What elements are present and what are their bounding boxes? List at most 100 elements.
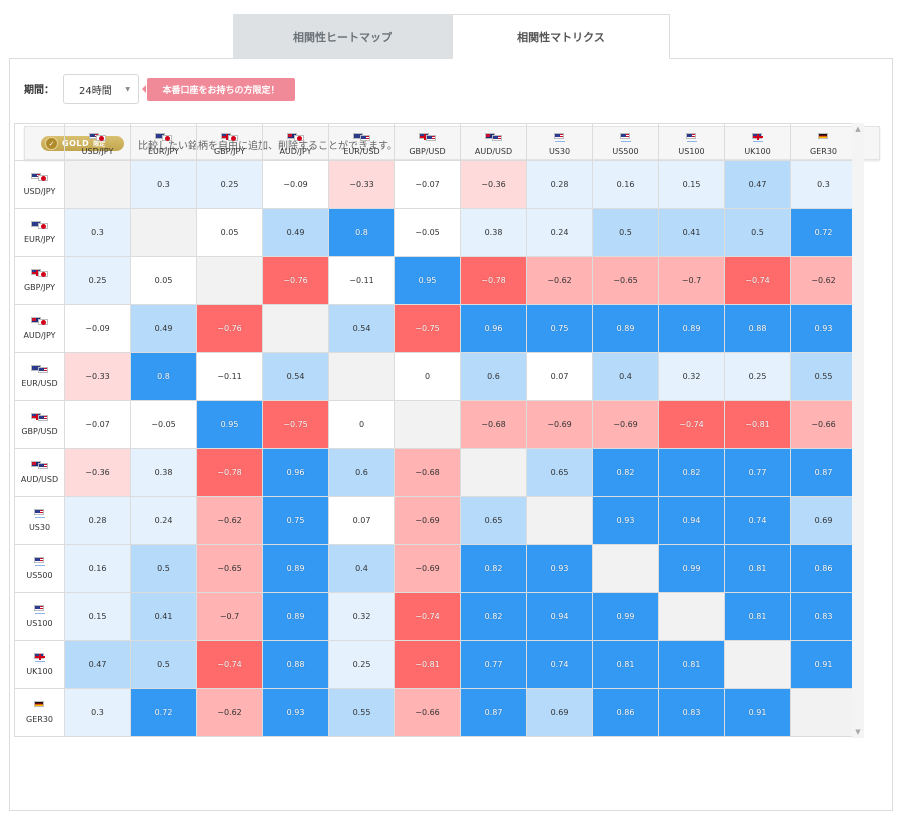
flag-icon <box>550 132 570 142</box>
correlation-cell: 0.07 <box>526 352 593 401</box>
column-header-label: US500 <box>612 146 639 156</box>
column-header-label: US100 <box>678 146 705 156</box>
row-header[interactable]: EUR/USD <box>14 352 65 401</box>
column-header[interactable]: AUD/JPY <box>262 123 329 161</box>
correlation-cell: −0.33 <box>328 160 395 209</box>
tab-matrix[interactable]: 相関性マトリクス <box>452 14 670 59</box>
correlation-cell: −0.68 <box>394 448 461 497</box>
row-header-label: UK100 <box>26 667 53 676</box>
row-header-label: GBP/USD <box>21 427 58 436</box>
column-header[interactable]: US30 <box>526 123 593 161</box>
flag-icon <box>30 605 50 614</box>
correlation-cell: 0.16 <box>592 160 659 209</box>
correlation-cell: −0.07 <box>64 400 131 449</box>
column-header[interactable]: GER30 <box>790 123 857 161</box>
correlation-cell: 0 <box>394 352 461 401</box>
correlation-cell: −0.78 <box>460 256 527 305</box>
correlation-cell: 0.3 <box>790 160 857 209</box>
row-header[interactable]: GER30 <box>14 688 65 737</box>
diagonal-cell <box>658 592 725 641</box>
column-header-label: EUR/JPY <box>147 146 180 156</box>
row-header[interactable]: US100 <box>14 592 65 641</box>
tab-heatmap[interactable]: 相関性ヒートマップ <box>233 14 452 59</box>
correlation-cell: 0.69 <box>790 496 857 545</box>
diagonal-cell <box>460 448 527 497</box>
diagonal-cell <box>196 256 263 305</box>
correlation-cell: 0.25 <box>328 640 395 689</box>
scroll-down-icon[interactable]: ▼ <box>855 728 861 736</box>
correlation-cell: −0.69 <box>394 496 461 545</box>
row-header[interactable]: EUR/JPY <box>14 208 65 257</box>
correlation-cell: 0.94 <box>658 496 725 545</box>
correlation-cell: 0.5 <box>592 208 659 257</box>
correlation-cell: 0.88 <box>724 304 791 353</box>
column-header[interactable]: AUD/USD <box>460 123 527 161</box>
correlation-cell: −0.78 <box>196 448 263 497</box>
correlation-cell: −0.65 <box>592 256 659 305</box>
column-header[interactable]: US500 <box>592 123 659 161</box>
flag-icon <box>30 653 50 662</box>
correlation-cell: 0.25 <box>724 352 791 401</box>
row-header-label: USD/JPY <box>23 187 56 196</box>
correlation-cell: 0.5 <box>724 208 791 257</box>
vertical-scrollbar[interactable]: ▲ ▼ <box>852 123 864 738</box>
table-row: UK100 0.47 0.5 −0.74 0.88 0.25 −0.81 0.77 0.74 0.… <box>14 640 857 689</box>
row-header[interactable]: US30 <box>14 496 65 545</box>
row-header[interactable]: USD/JPY <box>14 160 65 209</box>
scroll-up-icon[interactable]: ▲ <box>855 125 861 133</box>
column-header-label: AUD/JPY <box>279 146 312 156</box>
correlation-cell: 0.3 <box>64 208 131 257</box>
column-header-label: UK100 <box>744 146 771 156</box>
correlation-cell: 0.07 <box>328 496 395 545</box>
column-header[interactable]: EUR/JPY <box>130 123 197 161</box>
correlation-cell: −0.62 <box>526 256 593 305</box>
correlation-cell: 0.5 <box>130 544 197 593</box>
period-select[interactable]: 24時間 ▼ <box>63 74 139 104</box>
table-row: US30 0.28 0.24 −0.62 0.75 0.07 −0.69 0.65 0.93 0.… <box>14 496 857 545</box>
row-header[interactable]: US500 <box>14 544 65 593</box>
correlation-cell: −0.33 <box>64 352 131 401</box>
correlation-cell: −0.62 <box>790 256 857 305</box>
row-header[interactable]: GBP/JPY <box>14 256 65 305</box>
correlation-cell: 0.32 <box>658 352 725 401</box>
correlation-cell: 0.96 <box>262 448 329 497</box>
column-header-label: EUR/USD <box>343 146 380 156</box>
table-row: US100 0.15 0.41 −0.7 0.89 0.32 −0.74 0.82 0.94 0.… <box>14 592 857 641</box>
table-row: EUR/JPY 0.3 0.05 0.49 0.8 −0.05 0.38 0.24 0.5 0.4… <box>14 208 857 257</box>
correlation-cell: 0.87 <box>460 688 527 737</box>
correlation-cell: 0.5 <box>130 640 197 689</box>
diagonal-cell <box>592 544 659 593</box>
flag-icon <box>30 461 50 470</box>
correlation-cell: −0.05 <box>130 400 197 449</box>
row-header[interactable]: AUD/JPY <box>14 304 65 353</box>
column-header[interactable]: GBP/JPY <box>196 123 263 161</box>
column-header[interactable]: EUR/USD <box>328 123 395 161</box>
correlation-cell: 0.93 <box>592 496 659 545</box>
correlation-cell: 0.83 <box>658 688 725 737</box>
correlation-cell: −0.76 <box>262 256 329 305</box>
column-header[interactable]: USD/JPY <box>64 123 131 161</box>
row-header[interactable]: GBP/USD <box>14 400 65 449</box>
column-header[interactable]: US100 <box>658 123 725 161</box>
column-header-label: AUD/USD <box>474 146 513 156</box>
correlation-cell: 0.55 <box>790 352 857 401</box>
correlation-cell: 0.28 <box>64 496 131 545</box>
diagonal-cell <box>328 352 395 401</box>
correlation-cell: 0.4 <box>592 352 659 401</box>
row-header[interactable]: AUD/USD <box>14 448 65 497</box>
column-header[interactable]: UK100 <box>724 123 791 161</box>
chevron-down-icon: ▼ <box>125 86 130 93</box>
correlation-cell: 0.82 <box>460 592 527 641</box>
correlation-cell: −0.62 <box>196 688 263 737</box>
flag-icon <box>88 132 108 142</box>
row-header[interactable]: UK100 <box>14 640 65 689</box>
correlation-cell: −0.66 <box>790 400 857 449</box>
flag-icon <box>748 132 768 142</box>
row-header-label: GER30 <box>26 715 53 724</box>
flag-icon <box>30 173 50 182</box>
column-header[interactable]: GBP/USD <box>394 123 461 161</box>
flag-icon <box>154 132 174 142</box>
flag-icon <box>30 413 50 422</box>
correlation-cell: 0.05 <box>196 208 263 257</box>
correlation-cell: 0.77 <box>460 640 527 689</box>
